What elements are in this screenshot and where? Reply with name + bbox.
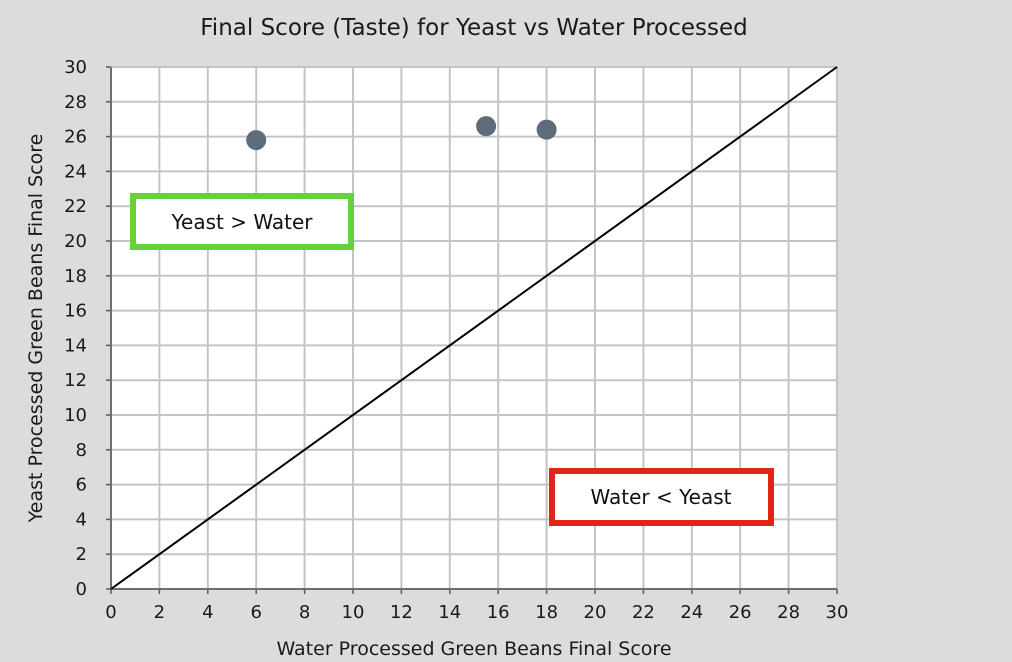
y-tick-label: 2 xyxy=(76,544,87,565)
reference-line xyxy=(110,66,838,590)
y-tick-label: 10 xyxy=(64,405,87,426)
x-tick-label: 22 xyxy=(632,602,655,623)
y-tick-label: 4 xyxy=(76,509,87,530)
x-tick-label: 26 xyxy=(729,602,752,623)
y-tick-label: 26 xyxy=(64,127,87,148)
y-tick-label: 6 xyxy=(76,475,87,496)
axes: 0 2 4 6 8 10 12 14 16 18 20 22 24 26 28 300246810121416… xyxy=(64,57,848,623)
x-tick-label: 16 xyxy=(487,602,510,623)
annotation-yeast-greater-text: Yeast > Water xyxy=(171,210,314,234)
x-tick-label: 8 xyxy=(299,602,310,623)
y-tick-label: 30 xyxy=(64,57,87,78)
x-tick-label: 12 xyxy=(390,602,413,623)
annotation-water-less-text: Water < Yeast xyxy=(591,485,732,509)
data-point xyxy=(536,119,557,140)
x-tick-label: 18 xyxy=(535,602,558,623)
y-tick-label: 22 xyxy=(64,196,87,217)
x-tick-label: 30 xyxy=(826,602,849,623)
annotation-yeast-greater-box xyxy=(130,193,354,250)
x-axis-label: Water Processed Green Beans Final Score xyxy=(276,638,671,660)
chart-title: Final Score (Taste) for Yeast vs Water P… xyxy=(200,15,748,41)
x-tick-label: 14 xyxy=(438,602,461,623)
x-tick-label: 2 xyxy=(154,602,165,623)
data-points xyxy=(246,116,557,151)
y-tick-label: 8 xyxy=(76,440,87,461)
annotation-water-less-box xyxy=(549,468,774,526)
y-tick-label: 28 xyxy=(64,92,87,113)
x-tick-label: 10 xyxy=(342,602,365,623)
data-point xyxy=(476,116,497,137)
y-tick-label: 14 xyxy=(64,335,87,356)
y-tick-label: 24 xyxy=(64,161,87,182)
y-tick-label: 18 xyxy=(64,266,87,287)
y-tick-label: 12 xyxy=(64,370,87,391)
x-tick-label: 0 xyxy=(105,602,116,623)
x-tick-label: 28 xyxy=(777,602,800,623)
reference-line-group xyxy=(110,66,838,590)
annotations: Yeast > Water Water < Yeast xyxy=(130,193,774,526)
x-tick-label: 4 xyxy=(202,602,213,623)
y-tick-label: 16 xyxy=(64,301,87,322)
x-tick-label: 6 xyxy=(250,602,261,623)
chart-text: Final Score (Taste) for Yeast vs Water P… xyxy=(25,15,748,660)
x-tick-label: 20 xyxy=(584,602,607,623)
data-point xyxy=(246,130,267,151)
y-tick-label: 20 xyxy=(64,231,87,252)
y-tick-label: 0 xyxy=(76,579,87,600)
x-tick-label: 24 xyxy=(680,602,703,623)
y-axis-label: Yeast Processed Green Beans Final Score xyxy=(25,134,47,524)
